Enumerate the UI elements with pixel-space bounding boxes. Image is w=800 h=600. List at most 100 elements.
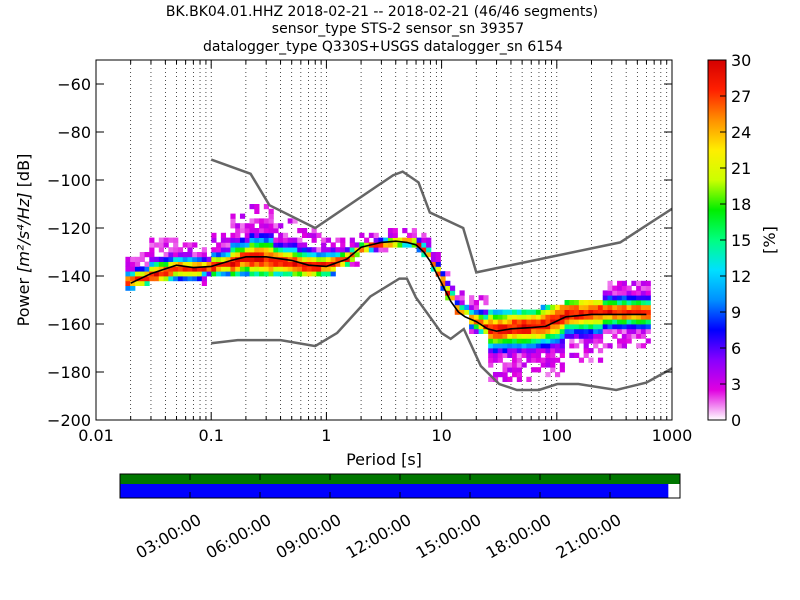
density-cell — [636, 300, 642, 306]
density-cell — [636, 314, 642, 320]
density-cell — [302, 252, 308, 258]
density-cell — [473, 328, 480, 334]
density-cell — [325, 271, 332, 277]
density-cell — [512, 352, 518, 358]
density-cell — [216, 247, 222, 253]
nhnm-curve — [210, 158, 672, 274]
density-cell — [273, 256, 279, 262]
density-cell — [569, 338, 575, 344]
density-cell — [569, 319, 575, 325]
density-cell — [282, 237, 289, 243]
density-cell — [297, 266, 303, 272]
density-cell — [235, 242, 241, 248]
density-cell — [163, 271, 169, 277]
density-cell — [636, 328, 642, 334]
density-cell — [602, 304, 608, 310]
density-cell — [249, 261, 255, 267]
density-cell — [564, 328, 570, 334]
density-cell — [249, 228, 255, 234]
density-cell — [545, 348, 551, 354]
density-cell — [512, 309, 518, 315]
density-cell — [502, 348, 508, 354]
density-cell — [192, 271, 198, 277]
density-cell — [645, 295, 651, 301]
density-cell — [225, 256, 231, 262]
density-cell — [325, 252, 332, 258]
density-cell — [550, 328, 556, 334]
density-cell — [621, 285, 627, 291]
density-cell — [297, 252, 303, 258]
timeline-tick-label: 12:00:00 — [343, 510, 415, 562]
density-cell — [512, 319, 518, 325]
density-cell — [173, 247, 179, 253]
density-cell — [512, 338, 518, 344]
density-cell — [130, 261, 136, 267]
density-cell — [488, 376, 494, 382]
density-cell — [512, 372, 518, 378]
density-cell — [488, 309, 494, 315]
density-cell — [220, 256, 227, 262]
density-cell — [273, 247, 279, 253]
density-cell — [407, 237, 413, 243]
density-cell — [626, 314, 632, 320]
density-cell — [621, 333, 627, 339]
density-cell — [531, 357, 537, 363]
density-cell — [235, 237, 241, 243]
density-cell — [583, 314, 589, 320]
density-cell — [531, 328, 537, 334]
density-cell — [602, 290, 608, 296]
density-cell — [445, 290, 451, 296]
density-cell — [168, 261, 174, 267]
density-cell — [254, 271, 260, 277]
density-cell — [354, 261, 360, 267]
density-heatmap — [125, 204, 651, 382]
density-cell — [154, 266, 160, 272]
density-cell — [507, 362, 513, 368]
density-cell — [430, 252, 437, 258]
density-cell — [125, 285, 131, 291]
density-cell — [244, 271, 250, 277]
density-cell — [454, 304, 460, 310]
density-cell — [497, 372, 503, 378]
density-cell — [597, 304, 604, 310]
density-cell — [239, 271, 246, 277]
timeline-tick-label: 06:00:00 — [203, 510, 275, 562]
density-cell — [516, 352, 522, 358]
density-cell — [187, 247, 193, 253]
density-cell — [488, 314, 494, 320]
density-cell — [316, 247, 322, 253]
density-cell — [593, 333, 599, 339]
nlnm-curve — [211, 277, 672, 392]
density-cell — [211, 252, 217, 258]
density-cell — [201, 252, 207, 258]
density-cell — [607, 295, 613, 301]
density-cell — [588, 333, 594, 339]
density-cell — [273, 228, 279, 234]
density-cell — [259, 271, 265, 277]
density-cell — [531, 314, 537, 320]
density-cell — [364, 237, 370, 243]
density-cell — [578, 309, 585, 315]
density-cell — [545, 362, 551, 368]
density-cell — [182, 271, 188, 277]
density-cell — [220, 242, 227, 248]
density-cell — [392, 228, 398, 234]
density-cell — [268, 237, 274, 243]
density-cell — [182, 261, 188, 267]
density-cell — [411, 237, 417, 243]
density-cell — [278, 237, 284, 243]
density-cell — [526, 319, 532, 325]
density-cell — [225, 242, 231, 248]
density-cell — [254, 218, 260, 224]
density-cell — [535, 328, 542, 334]
density-cell — [163, 276, 169, 282]
density-cell — [559, 367, 565, 373]
density-cell — [263, 237, 270, 243]
density-cell — [516, 338, 522, 344]
density-cell — [230, 261, 236, 267]
density-cell — [201, 280, 207, 286]
density-cell — [254, 252, 260, 258]
density-cell — [325, 256, 332, 262]
density-cell — [626, 319, 632, 325]
